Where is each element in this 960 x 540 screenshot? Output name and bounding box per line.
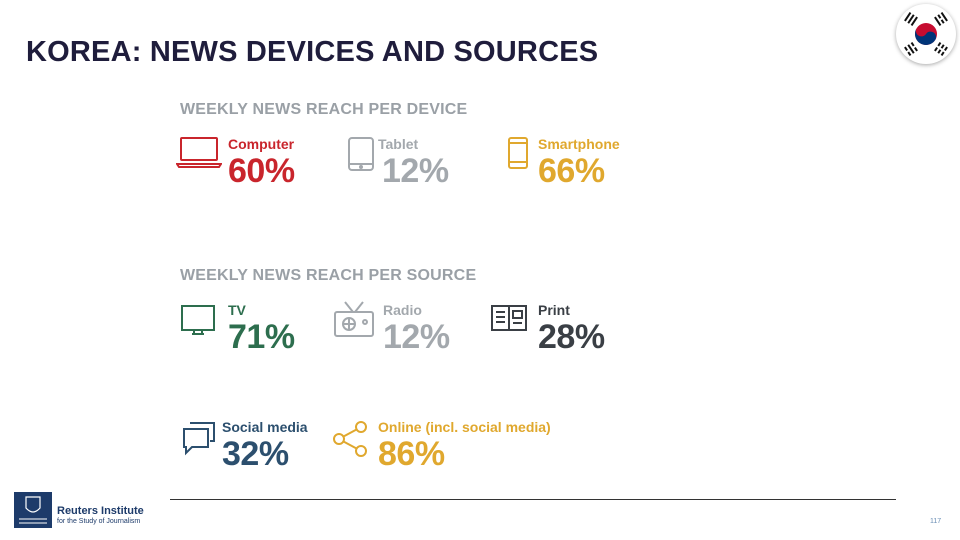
share-icon (331, 419, 371, 464)
slide-title: KOREA: NEWS DEVICES AND SOURCES (26, 36, 599, 68)
chat-bubbles-icon (180, 419, 218, 462)
stat-tv-value: 71% (228, 318, 295, 356)
org-subtitle: for the Study of Journalism (57, 518, 141, 525)
smartphone-icon (506, 136, 530, 175)
stat-print-label: Print (538, 302, 570, 318)
stat-online-value: 86% (378, 435, 445, 473)
laptop-icon (175, 136, 223, 175)
radio-icon (333, 300, 375, 345)
stat-social-media: Social media 32% (180, 419, 330, 479)
stat-print: Print 28% (490, 302, 630, 362)
stat-tv-label: TV (228, 302, 246, 318)
stat-radio-value: 12% (383, 318, 450, 356)
footer-divider (170, 499, 896, 500)
stat-online: Online (incl. social media) 86% (331, 419, 581, 479)
stat-computer-value: 60% (228, 152, 295, 190)
stat-radio: Radio 12% (333, 300, 473, 360)
stat-computer-label: Computer (228, 136, 295, 152)
stat-social-media-value: 32% (222, 435, 289, 473)
stat-smartphone-value: 66% (538, 152, 605, 190)
stat-radio-label: Radio (383, 302, 422, 318)
stat-tablet-label: Tablet (378, 136, 419, 152)
stat-online-label: Online (incl. social media) (378, 419, 551, 435)
page-number: 117 (930, 518, 942, 525)
tv-icon (180, 302, 218, 345)
device-section-heading: WEEKLY NEWS REACH PER DEVICE (180, 101, 468, 118)
stat-tablet-value: 12% (382, 152, 449, 190)
stat-smartphone: Smartphone 66% (506, 136, 646, 196)
korea-flag-icon (896, 4, 956, 64)
stat-print-value: 28% (538, 318, 605, 356)
stat-tablet: Tablet 12% (346, 136, 476, 196)
stat-smartphone-label: Smartphone (538, 136, 620, 152)
tablet-icon (346, 136, 376, 177)
stat-computer: Computer 60% (175, 136, 326, 196)
source-section-heading: WEEKLY NEWS REACH PER SOURCE (180, 267, 477, 284)
newspaper-icon (490, 302, 528, 339)
org-name: Reuters Institute (57, 505, 144, 517)
oxford-crest-icon (14, 492, 52, 528)
stat-social-media-label: Social media (222, 419, 308, 435)
stat-tv: TV 71% (180, 302, 320, 362)
